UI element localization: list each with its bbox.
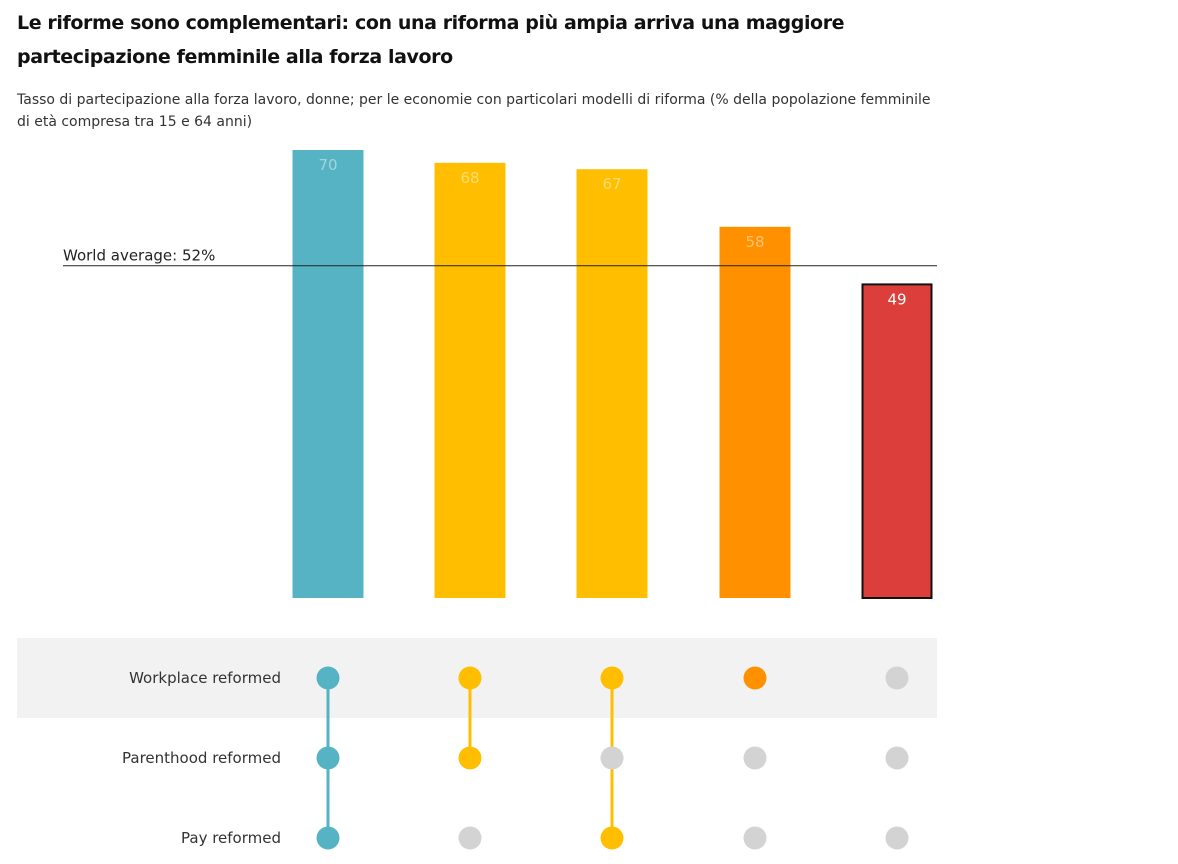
dot-3-3	[600, 826, 624, 850]
dot-5-1	[885, 666, 909, 690]
bar-2	[434, 162, 506, 599]
dot-5-2	[885, 746, 909, 770]
row-label-1: Workplace reformed	[129, 669, 281, 687]
value-label-3: 67	[602, 175, 621, 193]
dot-2-1	[458, 666, 482, 690]
dot-3-2	[600, 746, 624, 770]
dot-4-2	[743, 746, 767, 770]
dot-4-3	[743, 826, 767, 850]
dot-5-3	[885, 826, 909, 850]
row-label-3: Pay reformed	[181, 829, 281, 847]
bar-3	[576, 169, 648, 598]
value-label-2: 68	[460, 169, 479, 187]
chart-subtitle: Tasso di partecipazione alla forza lavor…	[17, 92, 931, 130]
dot-1-2	[316, 746, 340, 770]
chart-title: Le riforme sono complementari: con una r…	[17, 12, 845, 68]
bar-4	[719, 226, 791, 599]
dot-3-1	[600, 666, 624, 690]
dot-1-3	[316, 826, 340, 850]
value-label-5: 49	[887, 290, 906, 308]
dot-2-2	[458, 746, 482, 770]
dot-2-3	[458, 826, 482, 850]
dot-1-1	[316, 666, 340, 690]
world-average-label: World average: 52%	[63, 247, 215, 265]
dot-4-1	[743, 666, 767, 690]
value-label-4: 58	[745, 233, 764, 251]
row-label-2: Parenthood reformed	[122, 749, 281, 767]
bar-1	[292, 150, 364, 598]
value-label-1: 70	[318, 156, 337, 174]
bar-5	[861, 283, 933, 599]
